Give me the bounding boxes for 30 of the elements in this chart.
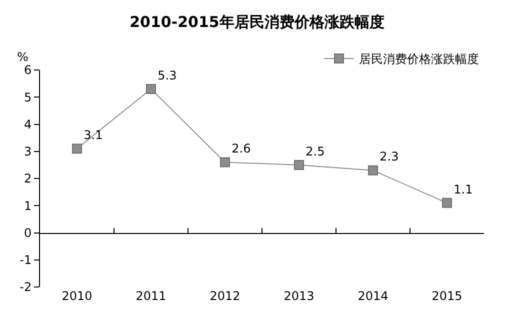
y-tick-label: -1 [20,253,32,268]
y-tick-label: 1 [24,198,32,213]
data-label: 2.5 [306,144,325,158]
data-label: 5.3 [158,68,177,82]
y-tick-label: 6 [24,63,32,78]
y-tick-label: 0 [24,226,32,240]
data-label: 1.1 [454,182,473,196]
x-tick-label: 2012 [210,289,240,303]
x-tick-label: 2015 [432,289,462,303]
point [220,157,230,168]
point [146,84,156,94]
y-axis-title: % [17,50,28,64]
data-label: 2.3 [380,150,399,164]
y-tick-label: 5 [24,90,32,104]
y-tick-label: 4 [24,117,32,132]
legend-label: 居民消费价格涨跌幅度 [359,52,479,66]
point [368,165,378,176]
y-tick-label: 3 [24,144,32,159]
chart-title: 2010-2015年居民消费价格涨跌幅度 [130,12,384,31]
y-tick-label: -2 [20,280,32,294]
x-tick-label: 2013 [284,289,314,303]
data-label: 2.6 [232,142,251,156]
x-tick-label: 2010 [62,289,92,303]
data-label: 3.1 [84,128,103,142]
point [72,144,82,154]
point [442,198,452,208]
x-tick-label: 2014 [358,289,388,303]
x-tick-label: 2011 [136,289,166,303]
y-tick-label: 2 [24,172,32,186]
point [294,160,304,170]
